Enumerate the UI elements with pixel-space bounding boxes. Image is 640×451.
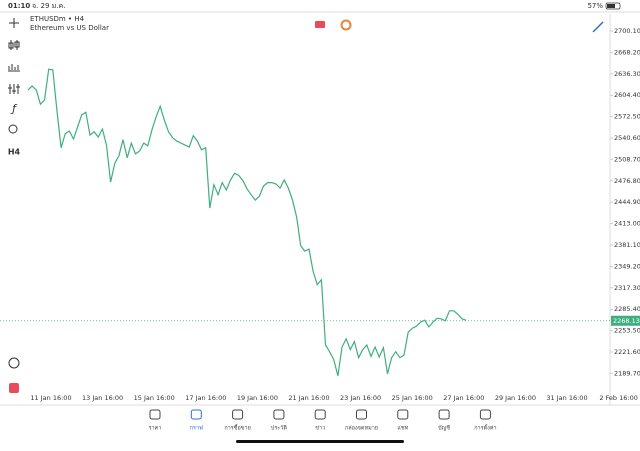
tab-label[interactable]: แชท: [397, 425, 408, 432]
status-battery: 57%: [587, 2, 603, 10]
tab-label[interactable]: การซื้อขาย: [224, 424, 250, 432]
flag-icon[interactable]: [315, 21, 325, 28]
y-tick-label: 2508.70: [614, 155, 640, 163]
speed-tool[interactable]: [8, 357, 20, 369]
y-tick-label: 2476.80: [614, 177, 640, 185]
current-price-label: 2268.13: [613, 317, 640, 325]
current-price-tag: [611, 315, 640, 326]
y-tick-label: 2349.20: [614, 262, 640, 270]
tab-icon[interactable]: [356, 409, 367, 420]
y-tick-label: 2540.60: [614, 134, 640, 142]
status-date: จ. 29 ม.ค.: [32, 2, 65, 10]
tab-label[interactable]: กล่องจดหมาย: [345, 426, 378, 432]
price-line: [27, 68, 467, 376]
tab-label[interactable]: ประวัติ: [271, 425, 287, 432]
y-tick-label: 2700.10: [614, 27, 640, 35]
y-tick-label: 2444.90: [614, 198, 640, 206]
tab-label[interactable]: การตั้งค่า: [474, 424, 496, 432]
symbol: ETHUSDm • H4: [30, 15, 85, 23]
objects-tool[interactable]: [8, 124, 18, 134]
y-tick-label: 2668.20: [614, 48, 640, 56]
tab-icon[interactable]: [397, 409, 409, 420]
eth-icon[interactable]: [340, 19, 352, 31]
left-toolbar: [8, 18, 20, 369]
tab-icon[interactable]: [273, 409, 285, 420]
y-tick-label: 2572.50: [614, 113, 640, 121]
tab-label[interactable]: ราคา: [149, 426, 162, 432]
tab-icon[interactable]: [190, 409, 202, 420]
draw-tool[interactable]: [592, 21, 604, 33]
x-tick-label: 27 Jan 16:00: [443, 394, 484, 402]
x-tick-label: 2 Feb 16:00: [599, 394, 638, 402]
plot: 2700.10 2668.20 2636.30 2604.40 2572.50 2540.…: [0, 27, 640, 402]
x-tick-label: 23 Jan 16:00: [340, 394, 381, 402]
x-tick-label: 31 Jan 16:00: [546, 394, 587, 402]
status-time: 01:10: [8, 2, 30, 10]
x-tick-label: 15 Jan 16:00: [134, 394, 175, 402]
y-tick-label: 2381.10: [614, 241, 640, 249]
y-tick-label: 2221.60: [614, 348, 640, 356]
x-tick-label: 25 Jan 16:00: [392, 394, 433, 402]
x-tick-label: 11 Jan 16:00: [30, 394, 71, 402]
tab-icon[interactable]: [232, 409, 244, 420]
timeframe-button[interactable]: H4: [8, 148, 21, 157]
crosshair-tool[interactable]: [9, 18, 19, 28]
battery-fill: [607, 4, 615, 8]
y-tick-label: 2413.00: [614, 220, 640, 228]
tab-icon[interactable]: [314, 409, 326, 420]
x-tick-label: 29 Jan 16:00: [495, 394, 536, 402]
y-tick-label: 2285.40: [614, 305, 640, 313]
indicators-tool[interactable]: [8, 64, 20, 72]
y-tick-label: 2636.30: [614, 70, 640, 78]
settings-tool[interactable]: [8, 84, 20, 94]
tab-label[interactable]: กราฟ: [190, 425, 203, 432]
bottom-nav: ราคา กราฟ การซื้อขาย ประวัติ ข่าว กล่องจดหมาย…: [149, 409, 497, 443]
app-icon[interactable]: [9, 383, 19, 393]
x-tick-label: 17 Jan 16:00: [185, 394, 226, 402]
y-tick-label: 2317.30: [614, 284, 640, 292]
tab-icon[interactable]: [479, 409, 491, 420]
chart-type-tool[interactable]: [8, 40, 20, 50]
symbol-description: Ethereum vs US Dollar: [30, 24, 109, 32]
x-tick-label: 19 Jan 16:00: [237, 394, 278, 402]
x-tick-label: 13 Jan 16:00: [82, 394, 123, 402]
tab-label[interactable]: บัญชี: [438, 425, 450, 432]
battery-icon: [605, 2, 621, 10]
tab-label[interactable]: ข่าว: [315, 426, 325, 432]
tab-icon[interactable]: [149, 409, 161, 420]
function-tool[interactable]: ƒ: [10, 102, 18, 115]
y-tick-label: 2604.40: [614, 91, 640, 99]
tab-icon[interactable]: [438, 409, 450, 420]
y-tick-label: 2253.50: [614, 327, 640, 335]
x-tick-label: 21 Jan 16:00: [288, 394, 329, 402]
y-tick-label: 2189.70: [614, 369, 640, 377]
home-indicator: [236, 440, 404, 443]
